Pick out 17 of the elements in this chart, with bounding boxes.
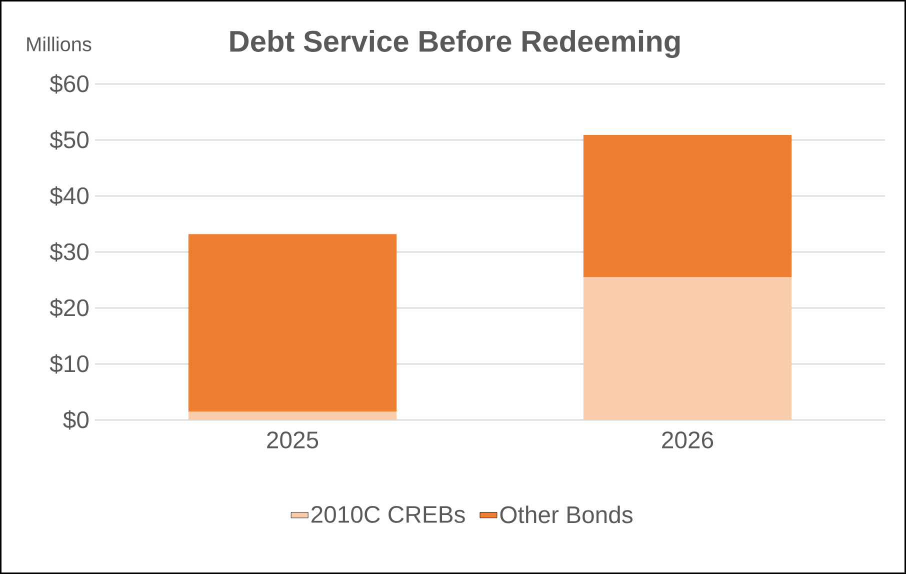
- y-tick-label: $20: [50, 298, 89, 318]
- y-axis-title: Millions: [27, 36, 92, 52]
- y-tick-label: $10: [50, 354, 89, 374]
- y-tick-label: $60: [50, 74, 89, 94]
- bar: [583, 134, 792, 278]
- y-tick-label: $40: [50, 186, 89, 206]
- legend-label: Other Bonds: [500, 506, 633, 524]
- x-tick-label: 2026: [662, 432, 714, 448]
- legend-label: 2010C CREBs: [311, 506, 465, 523]
- chart-title: Debt Service Before Redeeming: [230, 30, 680, 58]
- x-tick-label: 2025: [267, 432, 318, 448]
- bar: [188, 234, 397, 412]
- y-tick-label: $30: [50, 242, 89, 262]
- bar: [583, 277, 792, 420]
- bar: [188, 412, 397, 420]
- y-tick-label: $0: [63, 410, 89, 430]
- y-tick-label: $50: [50, 130, 89, 150]
